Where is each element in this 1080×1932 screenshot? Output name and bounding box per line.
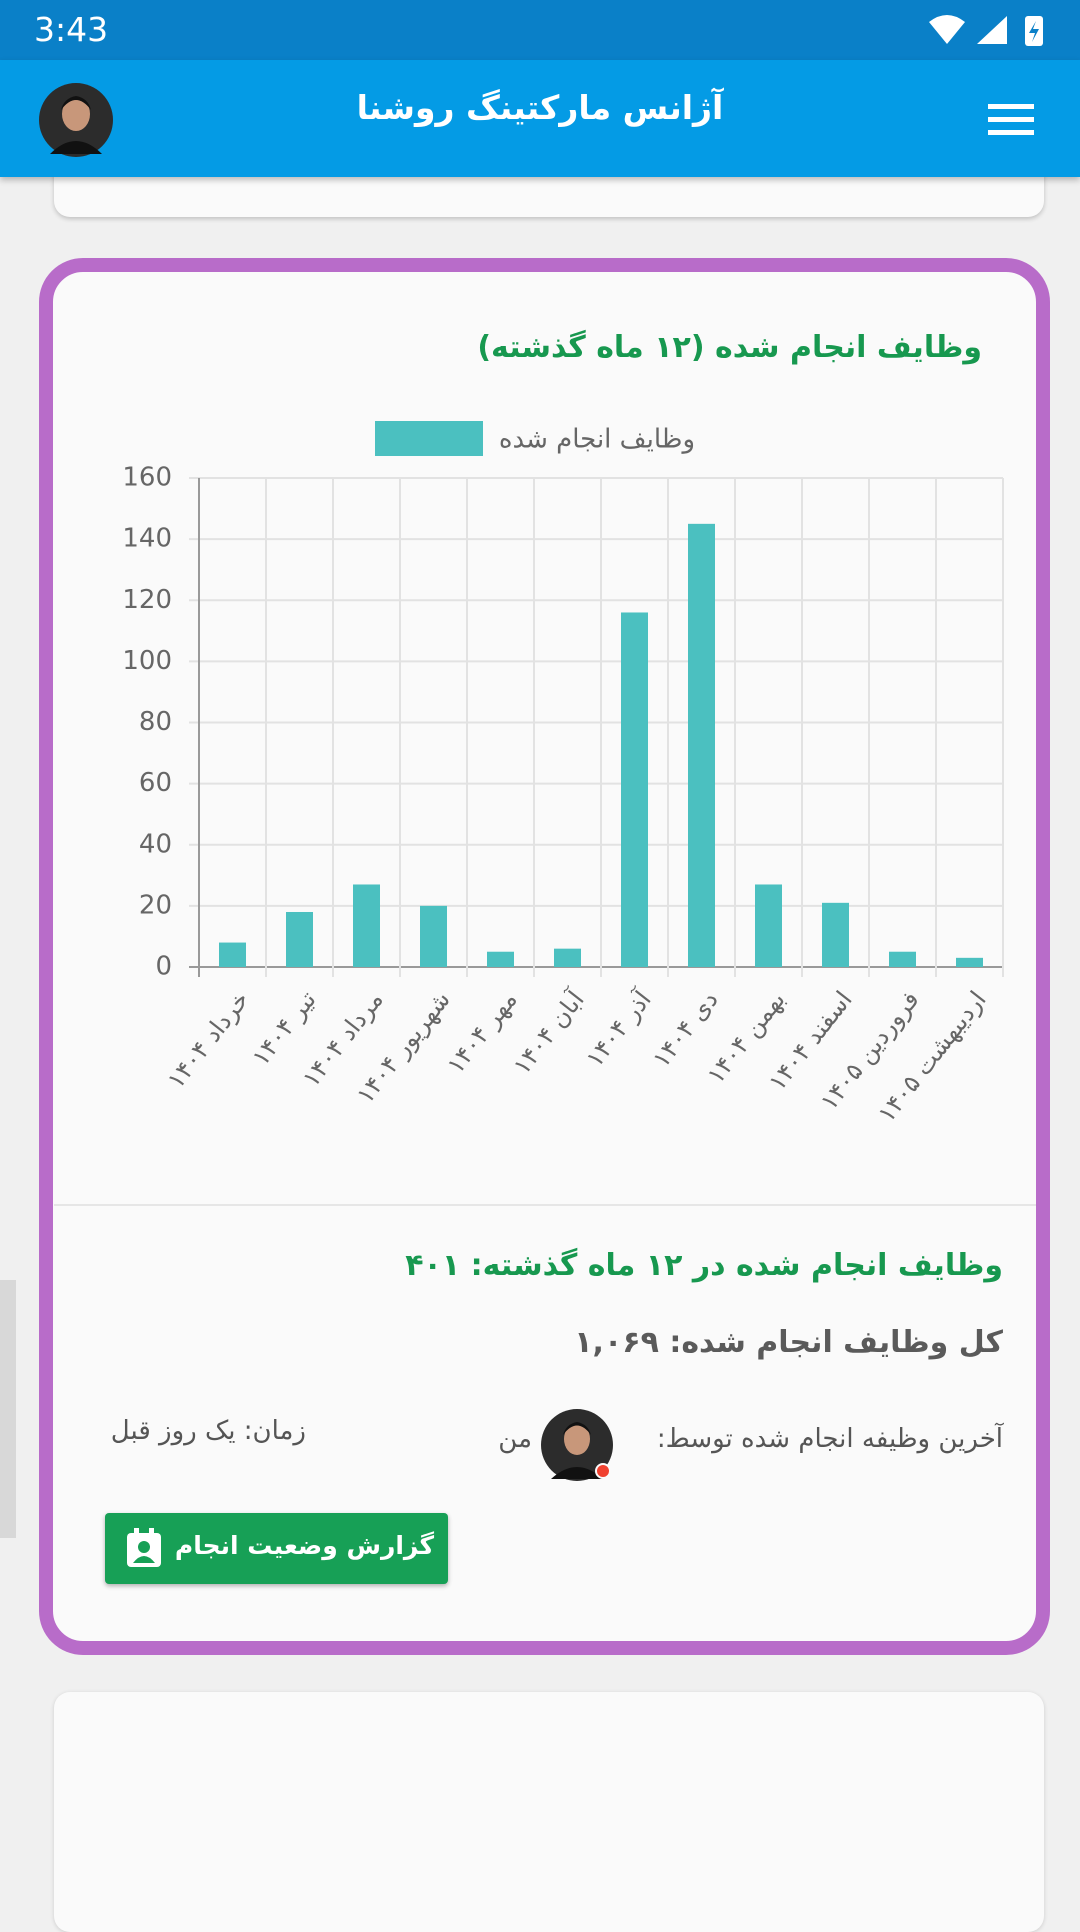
bar (688, 523, 715, 967)
last-done-time: زمان: یک روز قبل (110, 1416, 306, 1446)
avatar[interactable] (38, 82, 114, 158)
bar (822, 902, 849, 967)
user-avatar (541, 1409, 613, 1481)
bar (755, 884, 782, 967)
bar (353, 884, 380, 967)
y-tick-label: 60 (139, 768, 172, 798)
chart-card (39, 258, 1050, 1655)
summary-12-months: وظایف انجام شده در ۱۲ ماه گذشته: ۴۰۱ (405, 1248, 1003, 1283)
legend-label: وظایف انجام شده (499, 425, 695, 455)
bar (621, 612, 648, 967)
next-card (54, 1692, 1044, 1932)
y-tick-label: 160 (122, 463, 172, 493)
last-done-user: من (498, 1424, 532, 1454)
status-icons (929, 15, 1043, 46)
bar (286, 911, 313, 967)
x-tick-label: خرداد ۱۴۰۴ (162, 986, 255, 1094)
bar (219, 942, 246, 967)
x-tick-label: آذر ۱۴۰۴ (580, 984, 658, 1072)
bar (889, 951, 916, 967)
last-done-label: آخرین وظیفه انجام شده توسط: (656, 1424, 1003, 1454)
y-tick-label: 20 (139, 890, 172, 920)
clock: 3:43 (34, 10, 109, 49)
legend-swatch (375, 421, 483, 456)
y-tick-label: 100 (122, 646, 172, 676)
x-tick-label: آبان ۱۴۰۴ (507, 984, 591, 1080)
status-bar: 3:43 (0, 0, 1080, 60)
y-tick-label: 0 (155, 952, 172, 982)
report-button[interactable]: گزارش وضعیت انجام (105, 1513, 448, 1584)
y-tick-label: 120 (122, 585, 172, 615)
menu-button[interactable] (986, 100, 1036, 140)
summary-total: کل وظایف انجام شده: ۱,۰۶۹ (574, 1325, 1003, 1360)
button-icon (127, 1528, 161, 1567)
bar (420, 905, 447, 967)
divider (54, 1204, 1036, 1206)
scrollbar (0, 1280, 16, 1538)
y-tick-label: 140 (122, 524, 172, 554)
y-tick-label: 80 (139, 707, 172, 737)
y-tick-label: 40 (139, 829, 172, 859)
app-title: آژانس مارکتینگ روشنا (356, 88, 724, 127)
chart-title: وظایف انجام شده (۱۲ ماه گذشته) (477, 330, 982, 365)
bar (554, 948, 581, 967)
app-bar: آژانس مارکتینگ روشنا (0, 60, 1080, 177)
bar (487, 951, 514, 967)
button-label: گزارش وضعیت انجام (174, 1531, 434, 1560)
bar (956, 957, 983, 967)
